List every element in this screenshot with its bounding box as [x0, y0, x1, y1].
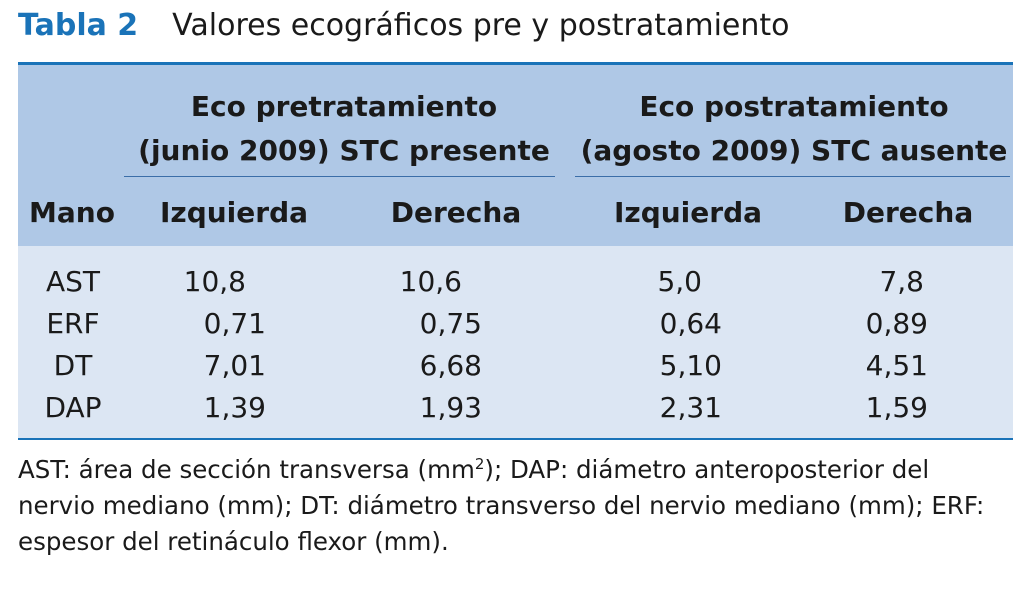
row-label: ERF — [46, 307, 100, 340]
cell-value: 7,8 — [879, 265, 924, 298]
column-header-mano: Mano — [29, 196, 115, 229]
table-header — [18, 65, 1013, 246]
cell-value: 6,68 — [419, 349, 482, 382]
group-header-post-line1: Eco postratamiento — [639, 90, 949, 123]
cell-value: 5,0 — [657, 265, 702, 298]
data-table: Eco pretratamiento (junio 2009) STC pres… — [18, 62, 1013, 440]
row-label: DT — [53, 349, 93, 382]
cell-value: 2,31 — [659, 391, 722, 424]
footnote-text-1: AST: área de sección transversa (mm — [18, 455, 475, 484]
footnote-text-2: ); DAP: diámetro anteroposterior del ner… — [18, 455, 985, 556]
column-header-pre-izquierda: Izquierda — [159, 196, 309, 229]
cell-value: 0,64 — [659, 307, 722, 340]
cell-value: 7,01 — [203, 349, 266, 382]
group-header-pre-line1: Eco pretratamiento — [190, 90, 498, 123]
group-rule-pre — [124, 176, 555, 177]
group-rule-post — [575, 176, 1010, 177]
table-caption: Valores ecográficos pre y postratamiento — [172, 8, 790, 43]
cell-value: 0,89 — [865, 307, 928, 340]
cell-value: 1,93 — [419, 391, 482, 424]
column-header-pre-derecha: Derecha — [390, 196, 522, 229]
cell-value: 5,10 — [659, 349, 722, 382]
group-header-post: Eco postratamiento (agosto 2009) STC aus… — [578, 85, 1010, 173]
group-header-pre-line2: (junio 2009) STC presente — [138, 134, 550, 167]
table-title: Tabla 2 Valores ecográficos pre y postra… — [18, 8, 790, 56]
table-number: Tabla 2 — [18, 8, 139, 43]
cell-value: 0,75 — [419, 307, 482, 340]
row-label: AST — [45, 265, 101, 298]
group-header-post-line2: (agosto 2009) STC ausente — [580, 134, 1008, 167]
cell-value: 1,39 — [203, 391, 266, 424]
column-header-post-derecha: Derecha — [842, 196, 974, 229]
cell-value: 0,71 — [203, 307, 266, 340]
row-label: DAP — [44, 391, 102, 424]
group-header-pre: Eco pretratamiento (junio 2009) STC pres… — [126, 85, 562, 173]
cell-value: 4,51 — [865, 349, 928, 382]
cell-value: 10,8 — [183, 265, 246, 298]
footnote-superscript: 2 — [474, 454, 485, 473]
table-footnote: AST: área de sección transversa (mm2); D… — [18, 452, 1013, 560]
cell-value: 1,59 — [865, 391, 928, 424]
column-header-post-izquierda: Izquierda — [613, 196, 763, 229]
cell-value: 10,6 — [399, 265, 462, 298]
